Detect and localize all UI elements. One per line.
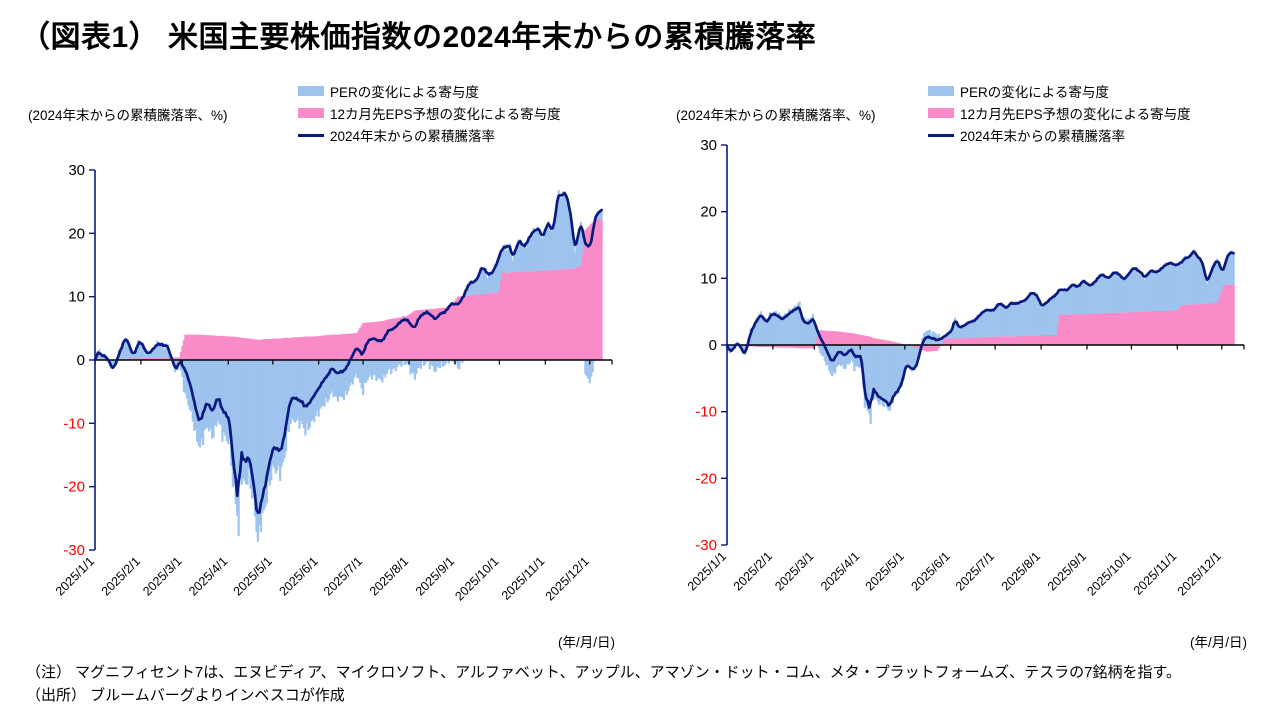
legend-item: PERの変化による寄与度 [928,80,1191,102]
y-tick-label: -20 [695,470,717,487]
y-tick-label: 30 [68,162,85,179]
y-tick-label: 20 [68,225,85,242]
legend-label: PERの変化による寄与度 [330,85,479,100]
y-axis-unit-label-left: (2024年末からの累積騰落率、%) [28,108,228,123]
bar-swatch-icon [298,86,324,96]
per-contribution-bars [95,190,603,542]
legend-label: 2024年末からの累積騰落率 [960,129,1126,144]
y-tick-label: -10 [695,404,717,421]
x-tick-label: 2025/12/1 [543,554,592,603]
x-axis-caption-right: (年/月/日) [1190,635,1247,650]
x-tick-label: 2025/7/1 [321,554,365,598]
source-line: （出所） ブルームバーグよりインベスコが作成 [26,687,345,704]
legend-item: 12カ月先EPS予想の変化による寄与度 [928,102,1191,124]
line-marker-icon [928,133,954,137]
y-tick-label: 10 [68,289,85,306]
footnotes: （注） マグニフィセント7は、エヌビディア、マイクロソフト、アルファベット、アッ… [26,661,1181,707]
y-tick-label: -30 [695,537,717,554]
y-tick-label: -30 [63,542,85,559]
x-tick-label: 2025/7/1 [953,549,997,593]
x-tick-label: 2025/9/1 [413,554,457,598]
cumulative-return-line [725,250,1235,409]
y-tick-label: 0 [77,352,85,369]
x-tick-label: 2025/5/1 [231,554,275,598]
legend-label: PERの変化による寄与度 [960,85,1109,100]
legend-right: PERの変化による寄与度 12カ月先EPS予想の変化による寄与度 2024年末からの… [928,80,1191,146]
bar-swatch-icon [928,108,954,118]
cumulative-return-line [93,191,603,514]
y-tick-label: -10 [63,415,85,432]
x-tick-label: 2025/6/1 [277,554,321,598]
x-tick-label: 2025/3/1 [140,554,184,598]
x-tick-label: 2025/2/1 [731,549,775,593]
x-tick-label: 2025/11/1 [1131,549,1180,598]
y-tick-label: 30 [700,137,717,154]
x-tick-label: 2025/5/1 [863,549,907,593]
bar-swatch-icon [298,108,324,118]
note-line: （注） マグニフィセント7は、エヌビディア、マイクロソフト、アルファベット、アッ… [26,664,1182,681]
x-tick-label: 2025/10/1 [452,554,501,603]
x-tick-label: 2025/3/1 [772,549,816,593]
legend-label: 2024年末からの累積騰落率 [330,129,496,144]
x-tick-label: 2025/9/1 [1045,549,1089,593]
x-tick-label: 2025/4/1 [818,549,862,593]
line-marker-icon [298,133,324,137]
x-tick-label: 2025/8/1 [367,554,411,598]
x-tick-label: 2025/2/1 [99,554,143,598]
y-tick-label: 10 [700,270,717,287]
bar-swatch-icon [928,86,954,96]
x-tick-label: 2025/1/1 [53,554,97,598]
x-tick-label: 2025/6/1 [909,549,953,593]
x-tick-label: 2025/4/1 [186,554,230,598]
legend-left: PERの変化による寄与度 12カ月先EPS予想の変化による寄与度 2024年末からの… [298,80,561,146]
legend-label: 12カ月先EPS予想の変化による寄与度 [330,107,561,122]
legend-item: PERの変化による寄与度 [298,80,561,102]
x-tick-label: 2025/11/1 [499,554,548,603]
x-tick-label: 2025/8/1 [999,549,1043,593]
y-tick-label: -20 [63,479,85,496]
x-axis-caption-left: (年/月/日) [558,635,615,650]
x-tick-label: 2025/10/1 [1084,549,1133,598]
figure-title: （図表1） 米国主要株価指数の2024年末からの累積騰落率 [20,21,817,54]
legend-item: 2024年末からの累積騰落率 [928,124,1191,146]
y-tick-label: 0 [709,337,717,354]
y-axis-unit-label-right: (2024年末からの累積騰落率、%) [676,108,876,123]
legend-label: 12カ月先EPS予想の変化による寄与度 [960,107,1191,122]
x-tick-label: 2025/12/1 [1175,549,1224,598]
y-tick-label: 20 [700,204,717,221]
legend-item: 12カ月先EPS予想の変化による寄与度 [298,102,561,124]
x-tick-label: 2025/1/1 [685,549,729,593]
eps-contribution-bars [737,284,1235,352]
legend-item: 2024年末からの累積騰落率 [298,124,561,146]
